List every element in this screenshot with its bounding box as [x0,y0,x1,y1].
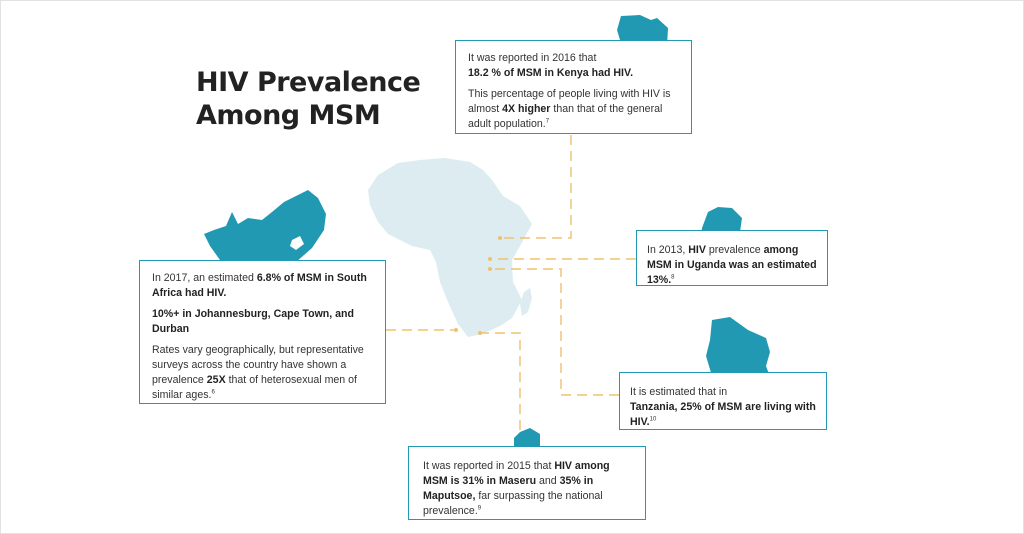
sa-text-3: Rates vary geographically, but represent… [152,343,373,403]
uganda-prevalence: prevalence [705,244,764,256]
title-line-1: HIV Prevalence [196,67,421,98]
lesotho-text: It was reported in 2015 that HIV among M… [423,459,631,519]
kenya-text-1: It was reported in 2016 that 18.2 % of M… [468,51,679,81]
lesotho-and: and [536,475,560,487]
sa-text-2: 10%+ in Johannesburg, Cape Town, and Dur… [152,307,373,337]
sa-cities-stat: 10%+ in Johannesburg, Cape Town, and Dur… [152,308,354,335]
kenya-connector [500,135,572,239]
uganda-footnote-ref: 8 [671,274,675,281]
south-africa-callout: In 2017, an estimated 6.8% of MSM in Sou… [139,260,386,404]
tanzania-intro: It is estimated that in [630,386,728,398]
madagascar-shape [520,288,532,316]
tanzania-stat: Tanzania, 25% of MSM are living with HIV… [630,401,816,428]
uganda-stat: among MSM in Uganda was an estimated 13%… [647,244,817,286]
kenya-intro: It was reported in 2016 that [468,52,597,64]
sa-surveys: Rates vary geographically, but represent… [152,344,364,386]
connector-dots [454,236,502,335]
lesotho-callout: It was reported in 2015 that HIV among M… [408,446,646,520]
sa-footnote-ref: 6 [211,389,215,396]
uganda-text: In 2013, HIV prevalence among MSM in Uga… [647,243,817,288]
uganda-intro: In 2013, [647,244,689,256]
sa-intro: In 2017, an estimated [152,272,257,284]
lesotho-connector [480,332,521,446]
kenya-text-2: This percentage of people living with HI… [468,87,679,132]
kenya-multiplier: 4X higher [502,103,551,115]
sa-text-1: In 2017, an estimated 6.8% of MSM in Sou… [152,271,373,301]
africa-map [368,158,532,337]
kenya-stat: 18.2 % of MSM in Kenya had HIV. [468,67,634,79]
kenya-comparison: This percentage of people living with HI… [468,88,671,115]
kenya-footnote-ref: 7 [545,118,550,125]
lesotho-footnote-ref: 9 [477,505,482,512]
lesotho-hole [290,236,304,250]
kenya-comparison-end: than that of the general adult populatio… [468,103,663,130]
south-africa-map-icon [204,190,326,283]
lesotho-intro: It was reported in 2015 that [423,460,555,472]
tanzania-callout: It is estimated that in Tanzania, 25% of… [619,372,827,430]
sa-surveys-end: that of heterosexual men of similar ages… [152,374,357,401]
sa-stat: 6.8% of MSM in South Africa had HIV. [152,272,367,299]
lesotho-end: far surpassing the national prevalence. [423,490,603,517]
tanzania-text: It is estimated that in Tanzania, 25% of… [630,385,816,430]
lesotho-maputsoe-stat: 35% in Maputsoe, [423,475,594,502]
tanzania-footnote-ref: 10 [649,416,657,423]
kenya-callout: It was reported in 2016 that 18.2 % of M… [455,40,692,134]
connector-lines [386,135,636,446]
tanzania-connector [490,268,619,396]
sa-multiplier: 25X [206,374,226,386]
page-title: HIV Prevalence Among MSM [196,66,421,132]
title-line-2: Among MSM [196,100,381,131]
lesotho-maseru-stat: HIV among MSM is 31% in Maseru [423,460,610,487]
uganda-callout: In 2013, HIV prevalence among MSM in Uga… [636,230,828,286]
uganda-hiv: HIV [688,244,706,256]
